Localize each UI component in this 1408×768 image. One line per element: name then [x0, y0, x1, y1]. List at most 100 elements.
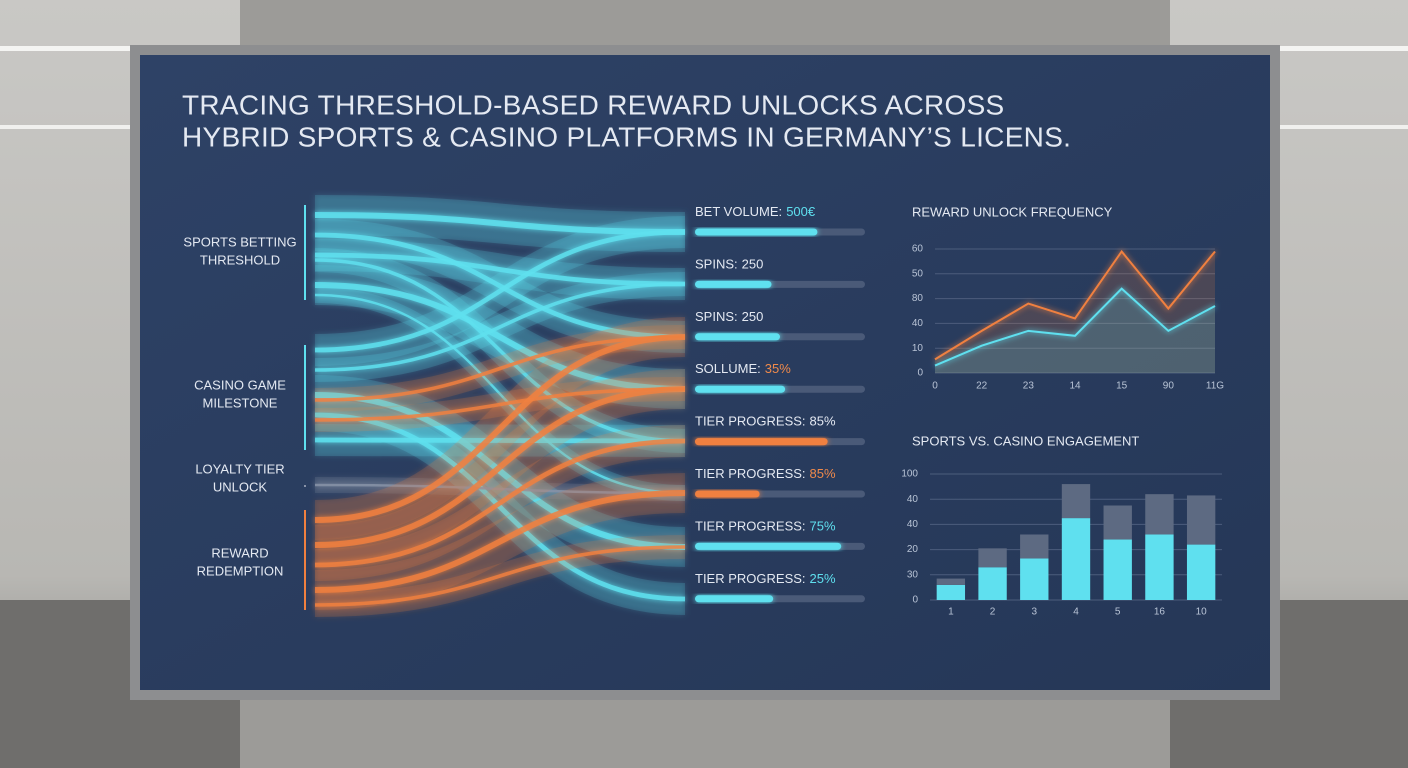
- progress-value: 35%: [765, 362, 791, 377]
- x-tick-label: 16: [1154, 607, 1166, 618]
- bar-segment: [1145, 494, 1174, 535]
- source-label: LOYALTY TIER: [195, 461, 284, 476]
- progress-value: 250: [742, 309, 764, 324]
- progress-label: SPINS: 250: [695, 257, 763, 272]
- light-strip: [1280, 46, 1408, 51]
- y-tick-label: 40: [912, 318, 924, 329]
- progress-value: 75%: [810, 519, 836, 534]
- bar-segment: [1103, 539, 1132, 600]
- x-tick-label: 10: [1196, 607, 1208, 618]
- bar-segment: [1061, 484, 1091, 519]
- series-line: [934, 249, 1216, 361]
- progress-name: TIER PROGRESS:: [695, 571, 806, 586]
- source-label: UNLOCK: [213, 479, 268, 494]
- page-title: TRACING THRESHOLD-BASED REWARD UNLOCKS A…: [182, 89, 1005, 120]
- x-tick-label: 1: [948, 607, 954, 618]
- progress-name: TIER PROGRESS:: [695, 466, 806, 481]
- bar-segment: [978, 567, 1007, 600]
- x-tick-label: 22: [976, 381, 988, 392]
- source-label: SPORTS BETTING: [183, 234, 296, 249]
- light-strip: [1280, 125, 1408, 129]
- progress-name: BET VOLUME:: [695, 204, 782, 219]
- progress-value: 500€: [786, 204, 816, 219]
- progress-label: SOLLUME: 35%: [695, 362, 791, 377]
- y-tick-label: 0: [917, 368, 923, 379]
- flow-ribbons: [314, 195, 686, 617]
- flow-line: [314, 334, 686, 523]
- dashboard: TRACING THRESHOLD-BASED REWARD UNLOCKS A…: [182, 89, 1224, 617]
- bar-segment: [1020, 534, 1049, 559]
- bar-segment: [1186, 544, 1216, 600]
- x-tick-label: 90: [1163, 381, 1175, 392]
- progress-label: BET VOLUME: 500€: [695, 204, 816, 219]
- progress-fill: [695, 595, 774, 603]
- x-tick-label: 5: [1115, 607, 1121, 618]
- progress-fill: [695, 438, 828, 446]
- progress-fill: [695, 542, 842, 550]
- x-tick-label: 3: [1032, 607, 1038, 618]
- light-strip: [0, 125, 130, 129]
- progress-name: TIER PROGRESS:: [695, 519, 806, 534]
- flow-line: [314, 282, 686, 372]
- y-tick-label: 10: [912, 343, 924, 354]
- chart-title: REWARD UNLOCK FREQUENCY: [912, 204, 1113, 219]
- y-tick-label: 40: [907, 519, 919, 530]
- bar-segment: [1103, 505, 1132, 540]
- x-tick-label: 0: [932, 381, 938, 392]
- progress-name: TIER PROGRESS:: [695, 414, 806, 429]
- y-tick-label: 0: [912, 595, 918, 606]
- flow-line: [314, 438, 686, 568]
- y-tick-label: 40: [907, 494, 919, 505]
- source-label: CASINO GAME: [194, 377, 286, 392]
- progress-value: 25%: [810, 571, 836, 586]
- bar-segment: [936, 584, 966, 600]
- bar-segment: [936, 578, 966, 585]
- y-tick-label: 100: [901, 469, 918, 480]
- progress-label: TIER PROGRESS: 25%: [695, 571, 836, 586]
- source-label: MILESTONE: [203, 395, 278, 410]
- bar-segment: [1020, 558, 1049, 600]
- source-label: REWARD: [211, 545, 268, 560]
- progress-label: TIER PROGRESS: 85%: [695, 466, 836, 481]
- series-area: [935, 251, 1215, 373]
- series-line: [934, 287, 1216, 367]
- page-title: HYBRID SPORTS & CASINO PLATFORMS IN GERM…: [182, 121, 1071, 152]
- y-tick-label: 80: [912, 293, 924, 304]
- flow-line: [314, 386, 686, 548]
- y-tick-label: 50: [912, 268, 924, 279]
- progress-name: SPINS:: [695, 257, 738, 272]
- progress-label: TIER PROGRESS: 75%: [695, 519, 836, 534]
- x-tick-label: 4: [1073, 607, 1079, 618]
- y-tick-label: 60: [912, 244, 924, 255]
- light-strip: [0, 46, 240, 51]
- source-label: THRESHOLD: [200, 252, 280, 267]
- bar-segment: [978, 548, 1007, 568]
- x-tick-label: 15: [1116, 381, 1128, 392]
- flow-line: [314, 229, 686, 353]
- flow-line: [314, 545, 686, 607]
- progress-fill: [695, 490, 760, 498]
- x-tick-label: 11G: [1206, 381, 1224, 392]
- progress-fill: [695, 385, 786, 393]
- progress-name: SPINS:: [695, 309, 738, 324]
- progress-name: SOLLUME:: [695, 362, 761, 377]
- chart-title: SPORTS VS. CASINO ENGAGEMENT: [912, 433, 1139, 448]
- y-tick-label: 30: [907, 569, 919, 580]
- bar-segment: [1061, 518, 1091, 600]
- progress-label: TIER PROGRESS: 85%: [695, 414, 836, 429]
- bar-segment: [1145, 534, 1174, 600]
- x-tick-label: 2: [990, 607, 996, 618]
- flow-line: [314, 490, 686, 593]
- progress-value: 85%: [810, 414, 836, 429]
- progress-label: SPINS: 250: [695, 309, 763, 324]
- y-tick-label: 20: [907, 544, 919, 555]
- progress-value: 250: [742, 257, 764, 272]
- progress-fill: [695, 280, 772, 288]
- x-tick-label: 14: [1069, 381, 1081, 392]
- progress-value: 85%: [810, 466, 836, 481]
- bar-segment: [1186, 495, 1216, 545]
- progress-fill: [695, 333, 780, 341]
- progress-fill: [695, 228, 818, 236]
- x-tick-label: 23: [1023, 381, 1035, 392]
